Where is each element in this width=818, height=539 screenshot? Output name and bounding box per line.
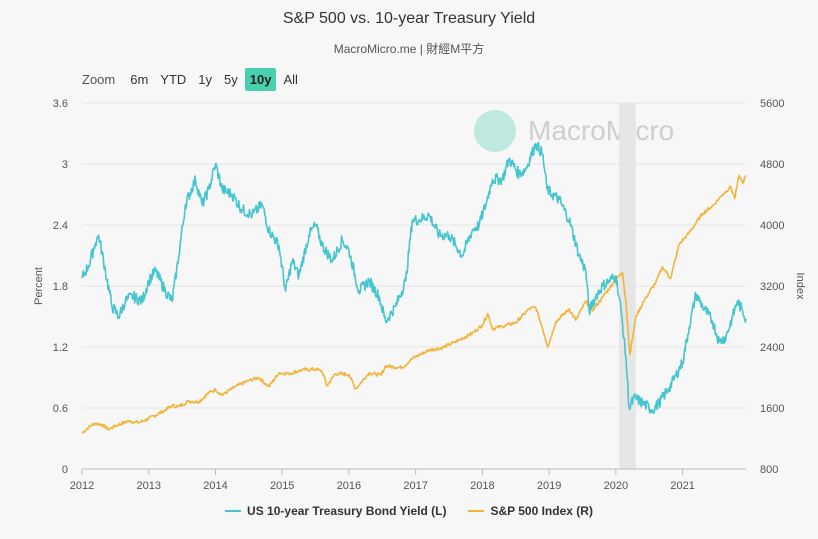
x-tick-label: 2015	[270, 480, 294, 492]
x-tick-label: 2018	[470, 480, 494, 492]
legend-swatch-yield	[225, 510, 242, 512]
x-tick-label: 2020	[604, 480, 628, 492]
legend-label-yield: US 10-year Treasury Bond Yield (L)	[247, 504, 447, 518]
zoom-1y-button[interactable]: 1y	[198, 72, 213, 87]
legend-label-sp500: S&P 500 Index (R)	[490, 504, 593, 518]
right-tick-label: 5600	[760, 98, 784, 110]
watermark-text: MacroMicro	[528, 115, 675, 146]
legend-item-yield[interactable]: US 10-year Treasury Bond Yield (L)	[225, 504, 446, 518]
right-axis-title: Index	[794, 273, 806, 300]
left-tick-label: 1.2	[53, 342, 68, 354]
legend-item-sp500[interactable]: S&P 500 Index (R)	[468, 504, 593, 518]
right-tick-label: 4800	[760, 159, 784, 171]
x-tick-label: 2014	[203, 480, 227, 492]
zoom-ytd-button[interactable]: YTD	[160, 72, 187, 87]
x-tick-label: 2013	[136, 480, 160, 492]
sp500-line	[81, 174, 747, 434]
yield-line	[81, 141, 747, 415]
right-tick-label: 2400	[760, 342, 784, 354]
x-tick-label: 2019	[537, 480, 561, 492]
left-tick-label: 1.8	[53, 281, 68, 293]
left-tick-label: 3.6	[53, 98, 68, 110]
chart-subtitle: MacroMicro.me | 財經M平方	[333, 42, 485, 56]
zoom-5y-button[interactable]: 5y	[224, 72, 238, 87]
zoom-10y-button[interactable]: 10y	[244, 68, 277, 91]
zoom-label: Zoom	[82, 72, 116, 87]
chart-legend: US 10-year Treasury Bond Yield (L) S&P 5…	[0, 504, 818, 518]
left-tick-label: 0.6	[53, 403, 68, 415]
zoom-selector: Zoom 6m YTD 1y 5y 10y All	[82, 68, 303, 91]
x-tick-label: 2021	[670, 480, 694, 492]
left-tick-label: 0	[62, 464, 68, 476]
right-tick-label: 1600	[760, 403, 784, 415]
x-tick-label: 2017	[403, 480, 427, 492]
watermark: MacroMicro	[474, 110, 674, 152]
left-tick-label: 2.4	[53, 220, 68, 232]
left-axis-title: Percent	[33, 267, 45, 305]
right-tick-label: 3200	[760, 281, 784, 293]
left-tick-label: 3	[62, 159, 68, 171]
macromicro-logo-icon	[474, 110, 516, 152]
right-tick-label: 4000	[760, 220, 784, 232]
x-tick-label: 2012	[70, 480, 94, 492]
zoom-6m-button[interactable]: 6m	[130, 72, 149, 87]
zoom-all-button[interactable]: All	[283, 72, 298, 87]
right-tick-label: 800	[760, 464, 778, 476]
x-tick-label: 2016	[337, 480, 361, 492]
chart-title: S&P 500 vs. 10-year Treasury Yield	[282, 10, 536, 27]
legend-swatch-sp500	[468, 510, 485, 512]
